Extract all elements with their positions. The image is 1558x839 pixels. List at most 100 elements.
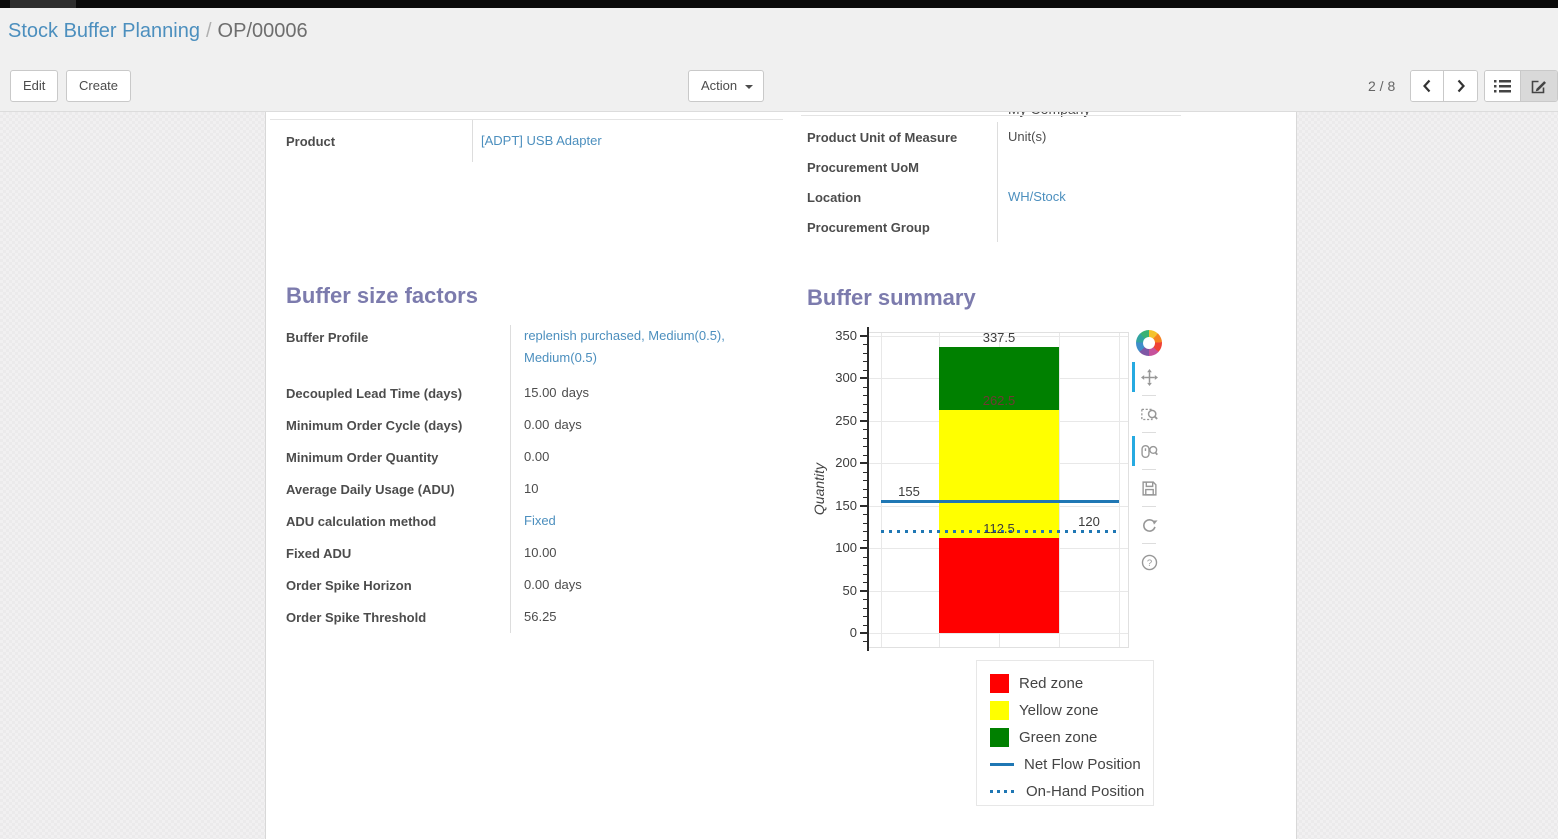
tool-divider [1142, 469, 1156, 470]
field-row: Order Spike Horizon 0.00 days [270, 569, 770, 601]
yellow-zone-swatch [990, 701, 1009, 720]
y-major-tick [860, 377, 867, 380]
box-zoom-tool-icon[interactable] [1131, 396, 1167, 432]
view-switcher [1484, 70, 1558, 102]
pager-previous-button[interactable] [1411, 71, 1444, 101]
legend-label: Net Flow Position [1024, 756, 1141, 773]
field-row: Product Unit of Measure Unit(s) [801, 122, 1181, 152]
action-dropdown-button[interactable]: Action [688, 70, 765, 102]
create-button[interactable]: Create [66, 70, 132, 102]
field-value: [ADPT] USB Adapter [473, 131, 602, 151]
y-minor-tick [863, 616, 867, 618]
section-title-buffer-size-factors: Buffer size factors [286, 283, 478, 308]
field-value: Fixed [511, 510, 556, 532]
legend-item: On-Hand Position [977, 778, 1153, 805]
pager-next-button[interactable] [1444, 71, 1477, 101]
field-label: Minimum Order Cycle (days) [270, 409, 511, 441]
y-major-tick [860, 419, 867, 422]
v-gridline [1119, 333, 1120, 647]
bokeh-logo-icon[interactable] [1136, 330, 1162, 356]
wheel-zoom-tool-icon[interactable] [1131, 433, 1167, 469]
pager-buttons [1410, 70, 1478, 102]
reset-tool-icon[interactable] [1131, 507, 1167, 543]
y-major-tick [860, 462, 867, 465]
y-tick-label: 250 [835, 412, 857, 428]
y-minor-tick [863, 395, 867, 397]
field-row: ADU calculation method Fixed [270, 505, 770, 537]
y-minor-tick [863, 412, 867, 414]
list-view-button[interactable] [1485, 71, 1521, 101]
form-sheet: My Company Product [ADPT] USB Adapter Pro… [265, 112, 1297, 839]
y-minor-tick [863, 429, 867, 431]
list-view-icon [1494, 80, 1511, 93]
svg-text:?: ? [1146, 557, 1151, 568]
tool-divider [1142, 506, 1156, 507]
y-minor-tick [863, 386, 867, 388]
green-zone-bar [939, 346, 1059, 411]
y-minor-tick [863, 556, 867, 558]
y-tick-label: 0 [849, 625, 857, 640]
tool-divider [1142, 432, 1156, 433]
tool-divider [1142, 395, 1156, 396]
field-label: Product Unit of Measure [801, 122, 998, 152]
y-tick-label: 100 [835, 540, 857, 556]
h-gridline [869, 336, 1128, 337]
field-value-text: 10 [524, 481, 539, 496]
y-minor-tick [863, 497, 867, 499]
pan-tool-icon[interactable] [1131, 359, 1167, 395]
field-row: Average Daily Usage (ADU) 10 [270, 473, 770, 505]
field-value-link[interactable]: WH/Stock [1008, 189, 1066, 204]
breadcrumb-link-stock-buffer-planning[interactable]: Stock Buffer Planning [8, 20, 200, 42]
y-minor-tick [863, 607, 867, 609]
field-value-text: 0.00 [524, 417, 550, 432]
y-tick-label: 50 [842, 582, 857, 598]
y-minor-tick [863, 454, 867, 456]
legend-label: On-Hand Position [1026, 783, 1145, 800]
field-label: Location [801, 182, 998, 212]
field-value: WH/Stock [998, 187, 1066, 207]
field-value-text: Unit(s) [1008, 129, 1047, 144]
field-unit-suffix: days [554, 417, 582, 432]
edit-button[interactable]: Edit [10, 70, 59, 102]
clipped-company-value: My Company [1008, 112, 1228, 119]
chart-annotation: 155 [898, 484, 920, 500]
field-label: Buffer Profile [270, 325, 511, 377]
y-major-tick [860, 589, 867, 592]
y-minor-tick [863, 403, 867, 405]
chart-annotation: 112.5 [983, 520, 1015, 536]
field-value: 15.00 days [511, 382, 589, 404]
form-view-icon [1531, 80, 1546, 93]
y-major-tick [860, 547, 867, 550]
caret-down-icon [745, 85, 754, 89]
field-label: Order Spike Horizon [270, 569, 511, 601]
y-minor-tick [863, 573, 867, 575]
v-gridline [1059, 333, 1060, 647]
help-tool-icon[interactable]: ? [1131, 544, 1167, 580]
field-unit-suffix: days [561, 385, 590, 400]
field-row: Minimum Order Quantity 0.00 [270, 441, 770, 473]
y-minor-tick [863, 641, 867, 643]
save-tool-icon[interactable] [1131, 470, 1167, 506]
legend-label: Yellow zone [1019, 702, 1099, 719]
field-value-link[interactable]: replenish purchased, Medium(0.5), Medium… [524, 328, 725, 365]
field-row: Minimum Order Cycle (days) 0.00 days [270, 409, 770, 441]
form-view-background: My Company Product [ADPT] USB Adapter Pro… [0, 112, 1558, 839]
y-tick-label: 300 [835, 370, 857, 386]
field-value-text: 15.00 [524, 385, 557, 400]
yellow-zone-bar [939, 410, 1059, 538]
field-row: Procurement UoM [801, 152, 1181, 182]
legend-label: Red zone [1019, 675, 1084, 692]
y-minor-tick [863, 599, 867, 601]
y-minor-tick [863, 437, 867, 439]
field-value-link[interactable]: [ADPT] USB Adapter [481, 133, 602, 148]
field-value-link[interactable]: Fixed [524, 513, 556, 528]
buffer-summary-chart[interactable]: 337.5 262.5 112.5 155 120 0 50 100 150 200 250 300 3… [807, 325, 1175, 665]
on-hand-position-swatch [990, 790, 1016, 793]
form-view-button[interactable] [1521, 71, 1557, 101]
red-zone-swatch [990, 674, 1009, 693]
green-zone-swatch [990, 728, 1009, 747]
h-gridline [869, 633, 1128, 634]
field-label: Fixed ADU [270, 537, 511, 569]
field-value-text: 0.00 [524, 449, 550, 464]
field-row: Procurement Group [801, 212, 1181, 242]
